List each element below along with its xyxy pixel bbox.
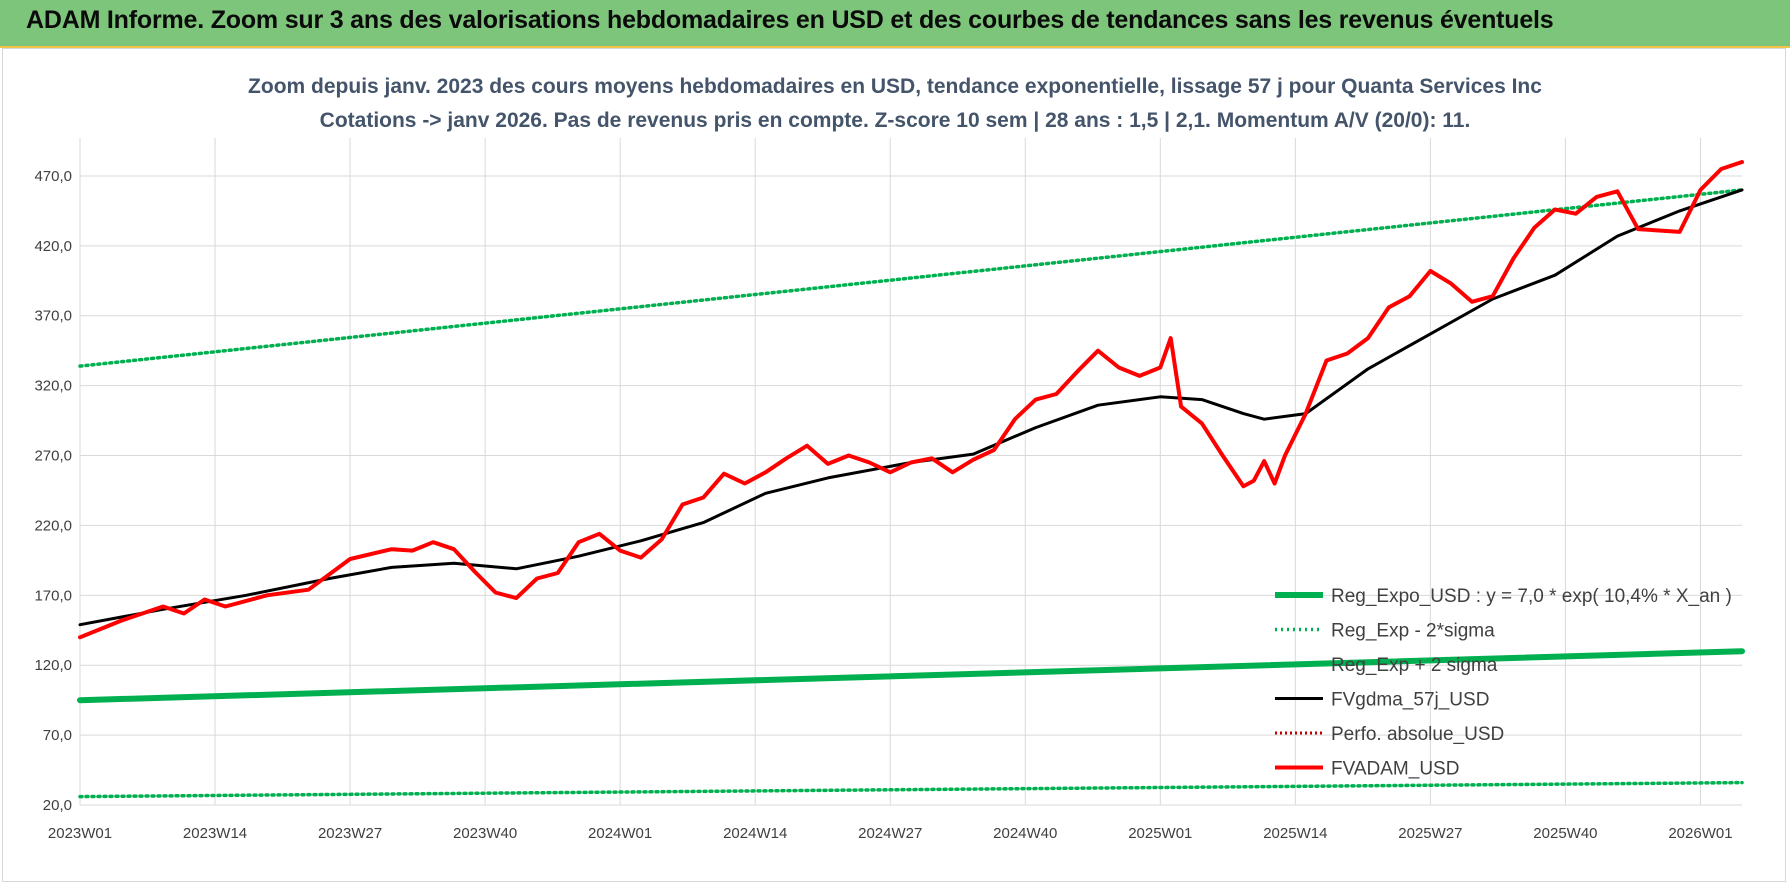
y-tick-label: 220,0 — [34, 517, 72, 534]
x-tick-label: 2024W14 — [723, 825, 787, 842]
x-tick-label: 2023W40 — [453, 825, 517, 842]
banner-divider — [0, 46, 1790, 48]
legend-entry: Reg_Exp + 2 sigma — [1331, 655, 1498, 676]
chart-frame — [2, 48, 1786, 882]
y-tick-label: 370,0 — [34, 308, 72, 325]
y-tick-label: 270,0 — [34, 448, 72, 465]
legend-entry: FVgdma_57j_USD — [1331, 690, 1489, 711]
legend-entry: Reg_Exp - 2*sigma — [1331, 621, 1495, 642]
x-tick-label: 2023W01 — [48, 825, 112, 842]
y-tick-label: 20,0 — [43, 797, 72, 814]
legend: Reg_Expo_USD : y = 7,0 * exp( 10,4% * X_… — [1275, 586, 1732, 780]
axis-ticks: 470,0 420,0 370,0 320,0 270,0 220,0 170,0 120,0… — [34, 168, 1732, 842]
series-reg-minus-2sigma — [78, 780, 1744, 799]
report-banner: ADAM Informe. Zoom sur 3 ans des valoris… — [0, 0, 1790, 46]
grid — [79, 138, 1742, 806]
series-fvgdma-57j — [78, 188, 1744, 627]
x-tick-label: 2024W40 — [993, 825, 1057, 842]
legend-entry: Reg_Expo_USD : y = 7,0 * exp( 10,4% * X_… — [1331, 586, 1732, 607]
y-tick-label: 70,0 — [43, 727, 72, 744]
x-tick-label: 2026W01 — [1668, 825, 1732, 842]
series-fvadam — [78, 160, 1744, 640]
x-tick-label: 2025W14 — [1263, 825, 1327, 842]
x-tick-label: 2023W27 — [318, 825, 382, 842]
y-tick-label: 120,0 — [34, 657, 72, 674]
report-title: ADAM Informe. Zoom sur 3 ans des valoris… — [26, 6, 1554, 34]
x-tick-label: 2025W01 — [1128, 825, 1192, 842]
legend-entry: FVADAM_USD — [1331, 759, 1459, 780]
series-group — [77, 160, 1745, 799]
y-tick-label: 170,0 — [34, 587, 72, 604]
x-tick-label: 2023W14 — [183, 825, 247, 842]
x-tick-label: 2024W27 — [858, 825, 922, 842]
chart-subtitle: Cotations -> janv 2026. Pas de revenus p… — [320, 109, 1471, 132]
chart-title: Zoom depuis janv. 2023 des cours moyens … — [248, 75, 1542, 98]
y-tick-label: 320,0 — [34, 378, 72, 395]
series-reg-plus-2sigma — [78, 188, 1744, 368]
x-tick-label: 2025W27 — [1398, 825, 1462, 842]
y-tick-label: 470,0 — [34, 168, 72, 185]
y-tick-label: 420,0 — [34, 238, 72, 255]
legend-entry: Perfo. absolue_USD — [1331, 724, 1504, 745]
x-tick-label: 2025W40 — [1533, 825, 1597, 842]
x-tick-label: 2024W01 — [588, 825, 652, 842]
series-reg-expo — [77, 648, 1745, 704]
